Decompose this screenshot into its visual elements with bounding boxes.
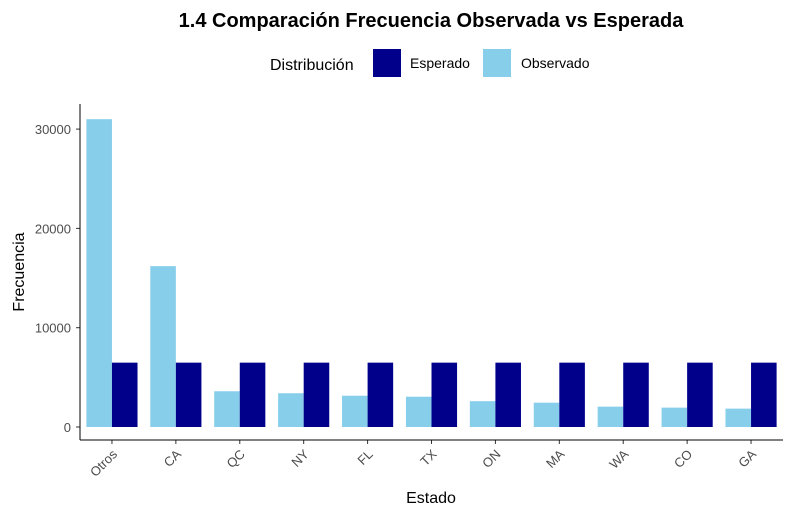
legend: Distribución Esperado Observado xyxy=(270,49,590,77)
bar-esperado-fl xyxy=(367,362,394,427)
bar-observado-ca xyxy=(150,266,176,427)
x-tick-label: FL xyxy=(354,447,375,468)
legend-swatch-observado xyxy=(483,49,511,77)
bar-esperado-wa xyxy=(623,362,649,427)
bar-observado-ga xyxy=(725,408,752,427)
x-tick-label: CO xyxy=(671,447,695,471)
bar-esperado-ny xyxy=(303,362,330,427)
x-tick-label: GA xyxy=(735,446,759,470)
x-tick-label: MA xyxy=(543,446,568,471)
y-tick-label: 30000 xyxy=(35,122,71,137)
bar-observado-on xyxy=(469,401,496,427)
y-tick-label: 20000 xyxy=(35,221,71,236)
legend-title: Distribución xyxy=(270,57,354,74)
bar-esperado-ma xyxy=(559,362,585,427)
y-tick-label: 0 xyxy=(64,420,71,435)
bar-esperado-otros xyxy=(111,362,138,427)
legend-swatch-esperado xyxy=(373,49,401,77)
x-axis-title: Estado xyxy=(406,490,456,507)
bar-esperado-co xyxy=(687,362,713,427)
legend-label-observado: Observado xyxy=(521,55,590,71)
legend-label-esperado: Esperado xyxy=(410,55,470,71)
chart-title: 1.4 Comparación Frecuencia Observada vs … xyxy=(179,10,685,32)
x-tick-label: WA xyxy=(606,446,631,471)
bar-observado-co xyxy=(661,407,688,427)
bar-observado-qc xyxy=(214,391,240,427)
bar-esperado-tx xyxy=(431,362,458,427)
x-tick-label: QC xyxy=(223,447,247,471)
bar-esperado-ga xyxy=(751,362,777,427)
x-tick-label: CA xyxy=(161,446,185,470)
bars xyxy=(86,119,777,428)
y-axis-ticks: 0 10000 20000 30000 xyxy=(35,122,80,435)
x-tick-label: Otros xyxy=(87,446,120,479)
x-tick-label: NY xyxy=(288,446,312,470)
bar-observado-fl xyxy=(342,395,368,427)
bar-observado-wa xyxy=(597,406,624,427)
bar-esperado-on xyxy=(495,362,521,427)
y-tick-label: 10000 xyxy=(35,321,71,336)
bar-observado-ny xyxy=(278,393,304,427)
x-axis-ticks: Otros CA QC NY FL TX ON MA WA CO GA xyxy=(87,440,759,480)
bar-observado-tx xyxy=(405,396,432,427)
x-tick-label: ON xyxy=(479,447,503,471)
bar-observado-otros xyxy=(86,119,112,428)
x-tick-label: TX xyxy=(417,446,440,469)
bar-esperado-ca xyxy=(175,362,202,427)
y-axis-title: Frecuencia xyxy=(11,232,28,311)
bar-esperado-qc xyxy=(239,362,266,427)
bar-observado-ma xyxy=(533,402,560,427)
